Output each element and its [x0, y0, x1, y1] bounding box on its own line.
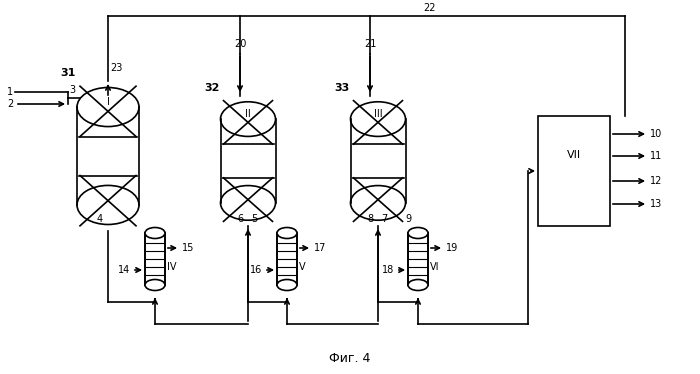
Text: 8: 8	[367, 214, 373, 224]
Text: 11: 11	[650, 151, 662, 161]
Text: 7: 7	[381, 214, 387, 224]
Text: 10: 10	[650, 129, 662, 139]
Ellipse shape	[77, 88, 139, 126]
Ellipse shape	[408, 227, 428, 239]
Bar	[538, 116, 610, 226]
Text: 13: 13	[650, 199, 662, 209]
Bar	[408, 233, 428, 285]
Ellipse shape	[220, 186, 276, 220]
Bar	[77, 107, 139, 205]
Text: I: I	[106, 97, 109, 107]
Ellipse shape	[277, 227, 297, 239]
Ellipse shape	[77, 186, 139, 224]
Text: 9: 9	[406, 214, 412, 224]
Bar	[220, 119, 276, 203]
Text: 33: 33	[335, 83, 349, 93]
Text: 23: 23	[110, 63, 122, 73]
Ellipse shape	[351, 102, 405, 137]
Text: 17: 17	[314, 243, 326, 253]
Text: 18: 18	[382, 265, 394, 275]
Bar	[145, 233, 165, 285]
Bar	[277, 233, 297, 285]
Text: 6: 6	[237, 214, 243, 224]
Text: V: V	[299, 262, 306, 272]
Text: 5: 5	[251, 214, 258, 224]
Text: 2: 2	[7, 99, 13, 109]
Ellipse shape	[145, 279, 165, 291]
Text: IV: IV	[167, 262, 176, 272]
Text: 22: 22	[424, 3, 436, 13]
Text: II: II	[245, 110, 251, 119]
Ellipse shape	[408, 279, 428, 291]
Text: 15: 15	[182, 243, 195, 253]
Text: 4: 4	[97, 214, 103, 224]
Text: 21: 21	[364, 39, 376, 49]
Ellipse shape	[351, 186, 405, 220]
Text: 19: 19	[446, 243, 459, 253]
Text: Фиг. 4: Фиг. 4	[329, 352, 371, 365]
Text: 32: 32	[204, 83, 220, 93]
Ellipse shape	[220, 102, 276, 137]
Text: 3: 3	[69, 85, 75, 95]
Text: 31: 31	[61, 68, 76, 78]
Bar	[351, 119, 405, 203]
Ellipse shape	[145, 227, 165, 239]
Text: VII: VII	[567, 150, 581, 159]
Text: 12: 12	[650, 176, 662, 186]
Text: 20: 20	[234, 39, 246, 49]
Text: 1: 1	[7, 87, 13, 97]
Text: 14: 14	[118, 265, 130, 275]
Text: III: III	[374, 110, 382, 119]
Text: VI: VI	[430, 262, 440, 272]
Text: 16: 16	[250, 265, 262, 275]
Ellipse shape	[277, 279, 297, 291]
